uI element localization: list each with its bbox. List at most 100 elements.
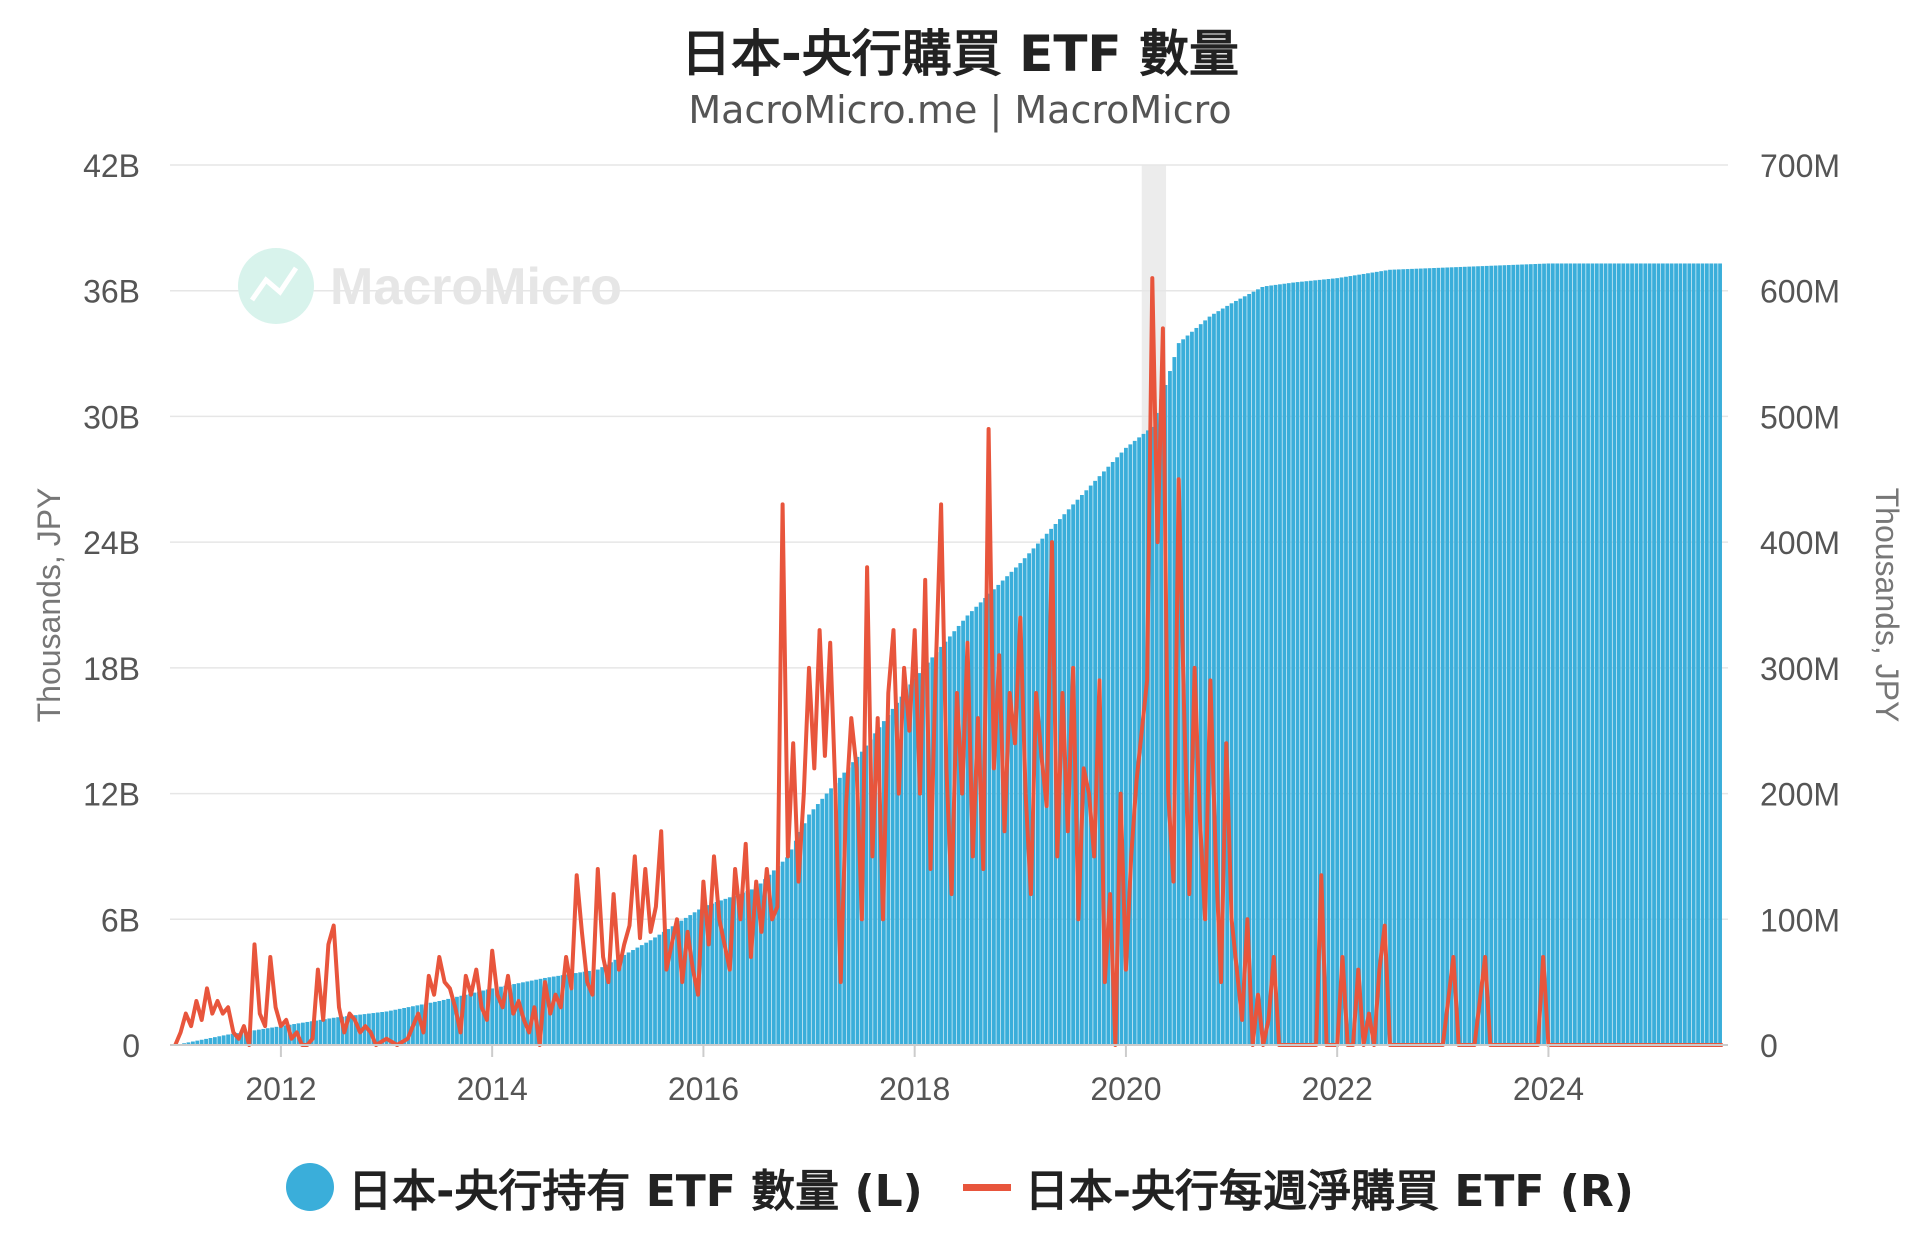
holdings-bar [257,1029,261,1045]
holdings-bar [1088,485,1093,1046]
holdings-bar [1625,263,1630,1045]
holdings-bar [661,931,666,1045]
holdings-bar [1168,371,1172,1045]
holdings-bar [917,673,921,1045]
holdings-bar [1467,266,1472,1046]
holdings-bar [1071,504,1076,1045]
holdings-bar [221,1035,226,1045]
holdings-bar [494,987,499,1045]
holdings-bar [1132,440,1137,1045]
holdings-bar [903,690,908,1045]
holdings-bar [921,667,926,1045]
holdings-bar [758,883,763,1045]
holdings-bar [1102,471,1106,1045]
holdings-bar [525,981,530,1045]
holdings-bar [855,756,860,1045]
holdings-bar [1432,268,1436,1045]
holdings-bar [1669,263,1674,1045]
holdings-bar [846,767,851,1045]
holdings-bar [1484,265,1489,1045]
x-tick-label: 2012 [245,1071,316,1107]
holdings-bar [1638,263,1643,1045]
holdings-bar [1581,263,1586,1045]
holdings-bar [793,840,798,1045]
holdings-bar [1379,271,1384,1046]
holdings-bar [1555,263,1560,1045]
holdings-bar [1013,567,1018,1045]
holdings-bar [895,702,899,1045]
y-right-tick-label: 0 [1760,1028,1778,1064]
holdings-bar [239,1032,244,1045]
holdings-bar [252,1030,257,1045]
holdings-bar [864,745,869,1045]
y-left-tick-label: 30B [83,399,140,435]
holdings-bar [1476,266,1480,1045]
holdings-bar [1352,275,1357,1045]
holdings-bar [705,905,710,1045]
y-left-tick-label: 18B [83,651,140,687]
y-right-tick-label: 300M [1760,651,1840,687]
holdings-bar [886,715,891,1045]
holdings-bar [199,1039,204,1045]
holdings-bar [1269,285,1274,1045]
holdings-bar [1110,462,1115,1045]
holdings-bar [1462,266,1467,1045]
holdings-bar [1533,264,1538,1045]
legend-item-weekly[interactable]: 日本-央行每週淨購買 ETF (R) [962,1155,1634,1219]
holdings-bar [1616,263,1621,1045]
holdings-bar [666,929,671,1045]
holdings-bar [763,879,767,1045]
axes: 0 0 6B 100M 12B 200M 18B 300M 24B 400M 30B 500M 36B 6… [31,148,1905,1107]
holdings-bar [1660,263,1665,1045]
holdings-bar [1234,300,1238,1046]
holdings-bar [741,892,745,1045]
holdings-bar [1506,265,1511,1045]
holdings-bar [776,866,781,1045]
holdings-bar [1225,305,1230,1045]
holdings-bar [1401,269,1406,1045]
holdings-bar [1665,263,1670,1045]
holdings-bar [829,788,833,1045]
holdings-bar [384,1011,389,1045]
holdings-bar [1128,444,1133,1045]
holdings-bar [683,917,688,1045]
holdings-bar [428,1002,433,1045]
legend-line-icon [962,1183,1011,1191]
holdings-bar [1564,263,1568,1045]
holdings-bar [1326,279,1331,1045]
holdings-bar [1295,282,1300,1046]
holdings-bar [1335,278,1340,1046]
holdings-bar [595,969,600,1045]
holdings-bar [1313,280,1318,1045]
holdings-bar [1599,263,1604,1045]
holdings-bar [543,977,547,1045]
holdings-bar [1344,276,1348,1045]
holdings-bar [807,814,811,1045]
holdings-bar [283,1025,288,1045]
x-tick-label: 2014 [457,1071,528,1107]
holdings-bar [767,874,772,1045]
holdings-bar [265,1028,270,1045]
holdings-bar [1511,264,1516,1045]
y-right-tick-label: 200M [1760,777,1840,813]
holdings-bar [824,793,829,1045]
x-tick-label: 2018 [879,1071,950,1107]
holdings-bars [177,263,1722,1046]
holdings-bar [1009,571,1014,1045]
holdings-bar [1493,265,1498,1046]
holdings-bar [626,952,631,1045]
legend-item-holdings[interactable]: 日本-央行持有 ETF 數量 (L) [286,1155,923,1219]
holdings-bar [974,606,979,1045]
holdings-bar [1577,263,1582,1045]
holdings-bar [1304,281,1309,1045]
x-tick-label: 2024 [1513,1071,1584,1107]
holdings-bar [437,1001,442,1045]
holdings-bar [1559,263,1564,1045]
holdings-bar [1040,538,1045,1045]
holdings-bar [406,1007,411,1045]
holdings-bar [771,870,776,1045]
holdings-bar [604,964,609,1045]
holdings-bar [1383,270,1388,1045]
holdings-bar [802,823,807,1045]
holdings-bar [1542,263,1546,1046]
